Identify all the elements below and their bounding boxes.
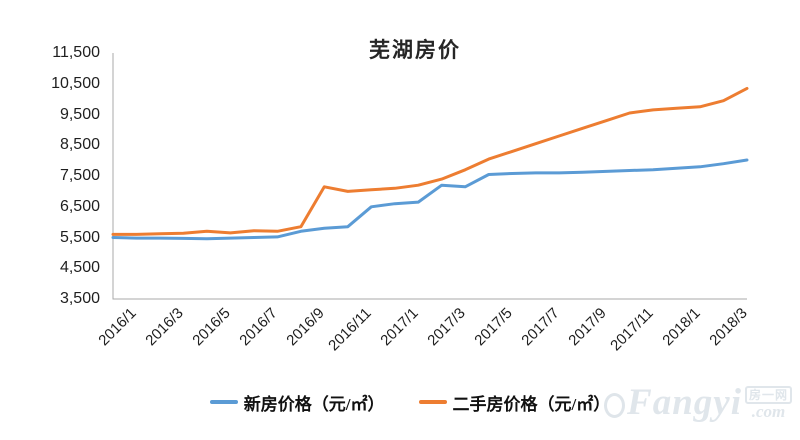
legend-label: 新房价格（元/㎡） [243, 394, 385, 414]
watermark: Fangyi 房一网 .com [604, 381, 792, 424]
legend-line-icon [209, 400, 238, 404]
watermark-brand: Fangyi [627, 382, 742, 423]
new-home-price-line [111, 158, 749, 241]
watermark-badge: 房一网 [744, 385, 792, 404]
y-axis-tick-label: 8,500 [59, 136, 100, 153]
y-axis-tick-label: 10,500 [51, 75, 100, 92]
legend-line-icon [418, 400, 447, 404]
y-axis-tick-label: 5,500 [59, 229, 100, 246]
watermark-suffix: .com [751, 401, 786, 421]
axis-lines [112, 53, 747, 300]
y-axis-tick-label: 9,500 [59, 106, 100, 123]
watermark-logo-circle-icon [604, 393, 626, 418]
chart-title: 芜湖房价 [369, 38, 461, 62]
legend-item-new-home-price: 新房价格（元/㎡） [209, 390, 385, 415]
chart-legend: 新房价格（元/㎡） 二手房价格（元/㎡） [10, 386, 800, 418]
y-axis-tick-label: 7,500 [59, 167, 100, 184]
legend-item-secondhand-home-price: 二手房价格（元/㎡） [418, 390, 611, 415]
y-axis-tick-label: 4,500 [59, 259, 100, 276]
y-axis-tick-label: 6,500 [59, 198, 100, 215]
legend-label: 二手房价格（元/㎡） [452, 394, 611, 414]
secondhand-home-price-line [111, 86, 749, 236]
y-axis-tick-label: 11,500 [52, 44, 100, 61]
y-axis-tick-label: 3,500 [59, 290, 100, 307]
